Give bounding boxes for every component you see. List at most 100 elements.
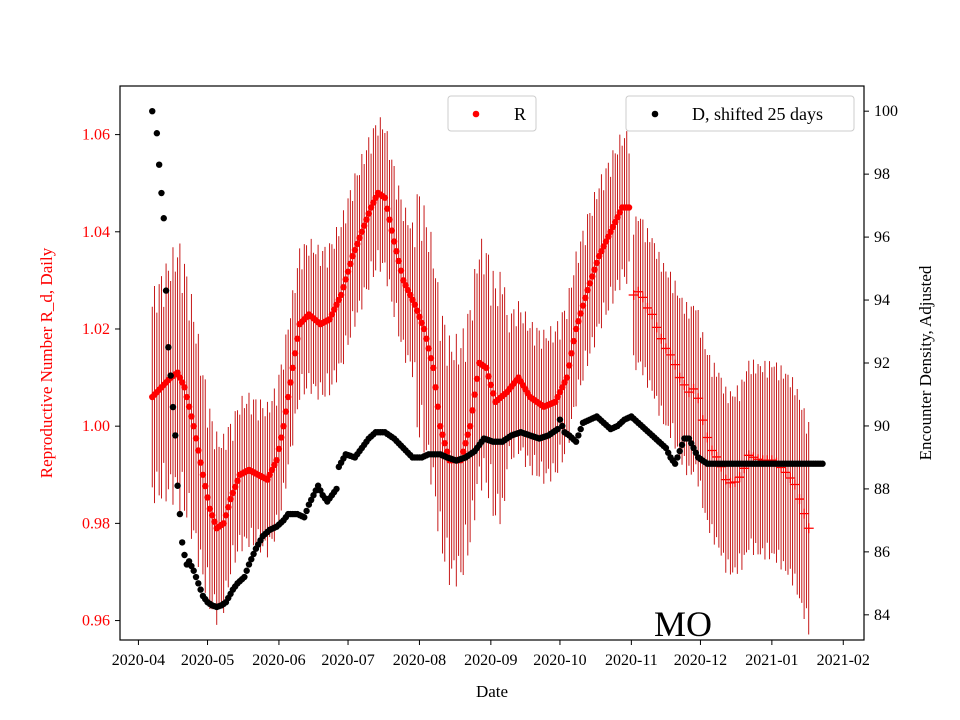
r-forecast-point xyxy=(734,472,745,483)
y-right-tick-label: 86 xyxy=(874,544,890,561)
d-point xyxy=(153,130,161,137)
r-point xyxy=(326,316,333,323)
d-point xyxy=(155,161,163,168)
r-forecast-point xyxy=(725,477,736,488)
y-right-tick-label: 98 xyxy=(874,166,890,183)
r-forecast-point xyxy=(780,467,791,478)
r-forecast-point xyxy=(794,494,805,505)
y-right-tick-label: 84 xyxy=(874,607,890,624)
r-point xyxy=(360,222,368,229)
x-tick-label: 2020-11 xyxy=(605,652,658,669)
y-right-tick-label: 100 xyxy=(874,103,898,120)
x-tick-label: 2020-12 xyxy=(674,652,727,669)
r-point xyxy=(575,318,582,325)
r-forecast-point xyxy=(803,523,814,534)
r-point xyxy=(340,283,347,291)
r-point xyxy=(612,218,619,226)
d-point xyxy=(243,567,250,574)
x-tick-label: 2020-08 xyxy=(393,652,446,669)
r-forecast-point xyxy=(647,309,658,320)
r-point xyxy=(386,216,393,223)
r-point xyxy=(358,228,366,235)
r-point xyxy=(436,422,444,430)
r-point xyxy=(181,384,188,391)
r-point xyxy=(584,286,591,294)
d-point xyxy=(160,215,167,222)
r-point xyxy=(423,335,430,342)
r-forecast-point xyxy=(785,473,796,484)
d-point xyxy=(167,372,174,379)
r-point xyxy=(282,408,290,415)
y-right-tick-label: 96 xyxy=(874,229,890,246)
y-axis-left: 0.96 0.98 1.00 1.02 1.04 1.06 xyxy=(82,127,120,630)
y-right-tick-label: 92 xyxy=(874,355,890,372)
d-point xyxy=(190,567,197,574)
r-point xyxy=(625,204,633,211)
x-axis-label: Date xyxy=(476,682,508,701)
r-point xyxy=(609,223,617,231)
r-forecast-point xyxy=(730,477,741,488)
d-point xyxy=(197,586,204,593)
x-tick-label: 2020-05 xyxy=(181,652,234,669)
y-left-tick-label: 0.96 xyxy=(82,613,110,630)
y-axis-left-label: Reproductive Number R_d, Daily xyxy=(37,247,56,478)
r-point xyxy=(185,403,193,410)
r-point xyxy=(395,257,402,265)
r-point xyxy=(439,431,446,438)
d-point xyxy=(554,425,561,433)
r-point xyxy=(234,477,241,485)
y-right-tick-label: 94 xyxy=(874,292,890,309)
r-point xyxy=(582,294,589,302)
r-point xyxy=(434,403,442,410)
r-point xyxy=(287,379,294,386)
r-point xyxy=(413,307,421,314)
r-point xyxy=(471,391,478,398)
r-forecast-point xyxy=(651,322,662,333)
r-point xyxy=(427,354,435,362)
x-tick-label: 2021-01 xyxy=(745,652,798,669)
r-point xyxy=(393,248,400,255)
r-point xyxy=(487,381,495,389)
r-forecast-point xyxy=(670,359,681,370)
r-point xyxy=(598,248,605,255)
r-point xyxy=(188,413,195,420)
r-point xyxy=(356,234,363,242)
y-left-tick-label: 1.04 xyxy=(82,224,110,241)
r-forecast-point xyxy=(674,372,685,383)
r-point xyxy=(208,512,216,519)
x-tick-label: 2021-02 xyxy=(817,652,870,669)
d-point xyxy=(333,485,340,493)
legend-r-box xyxy=(447,95,537,132)
d-point xyxy=(149,107,156,115)
r-point xyxy=(342,276,349,283)
r-point xyxy=(331,306,338,313)
r-point xyxy=(473,375,481,382)
r-point xyxy=(595,252,603,260)
r-point xyxy=(268,466,276,474)
r-point xyxy=(333,301,340,308)
state-annotation: MO xyxy=(654,604,712,644)
r-point xyxy=(400,277,407,284)
r-point xyxy=(192,435,200,442)
legend-d-box xyxy=(625,95,855,132)
r-forecast-point xyxy=(789,479,800,490)
r-point xyxy=(404,286,412,294)
d-point xyxy=(158,189,165,197)
r-point xyxy=(197,459,204,466)
r-point xyxy=(588,273,596,280)
d-point xyxy=(674,454,681,461)
r-point xyxy=(370,199,377,206)
d-point xyxy=(575,432,582,439)
r-point xyxy=(271,461,278,469)
r-point xyxy=(605,233,612,240)
r-point xyxy=(195,447,202,454)
r-forecast-point xyxy=(693,393,704,404)
r-point xyxy=(280,422,287,430)
r-point xyxy=(266,471,273,478)
y-left-tick-label: 1.02 xyxy=(82,321,110,338)
r-point xyxy=(469,407,476,414)
series-r xyxy=(149,189,814,534)
r-forecast-point xyxy=(679,379,690,390)
r-point xyxy=(409,296,416,304)
r-point xyxy=(460,448,467,455)
